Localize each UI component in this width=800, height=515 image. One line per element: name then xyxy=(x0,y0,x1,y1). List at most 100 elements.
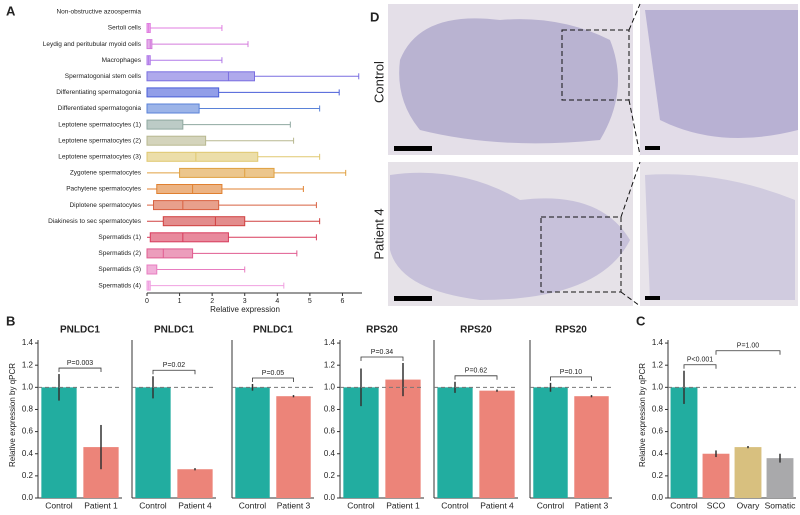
significance-bracket xyxy=(550,376,592,381)
x-tick-label: Control xyxy=(45,500,73,510)
box xyxy=(149,232,229,243)
zoom-box xyxy=(561,29,630,101)
category-label: Leptotene spermatocytes (3) xyxy=(58,154,141,161)
y-tick-label: 0.0 xyxy=(652,493,664,502)
bar xyxy=(533,387,568,498)
bar xyxy=(276,396,311,498)
x-tick-label: 3 xyxy=(243,298,247,305)
bar xyxy=(177,469,213,498)
bar xyxy=(41,387,77,498)
category-label: Leptotene spermatocytes (1) xyxy=(58,121,141,128)
x-tick-label: Patient 3 xyxy=(575,500,609,510)
y-tick-label: 0.0 xyxy=(324,493,336,502)
x-tick-label: Control xyxy=(537,500,565,510)
significance-bracket xyxy=(152,369,196,375)
row-label: Patient 4 xyxy=(371,208,386,259)
y-tick-label: 1.4 xyxy=(22,338,34,347)
y-axis-label: Relative expression by qPCR xyxy=(638,363,647,467)
bar xyxy=(574,396,609,498)
bar xyxy=(479,390,515,498)
box xyxy=(146,119,184,130)
category-label: Pachytene spermatocytes xyxy=(66,186,142,193)
p-value: P=0.34 xyxy=(371,349,393,356)
box xyxy=(146,248,194,259)
panel-label: C xyxy=(636,313,646,328)
p-value: P=0.62 xyxy=(465,368,487,375)
p-value: P=0.10 xyxy=(560,369,582,376)
panel-label: A xyxy=(6,3,16,18)
p-value: P=0.02 xyxy=(163,362,185,369)
significance-bracket xyxy=(252,377,294,383)
panel-label: D xyxy=(370,9,379,24)
category-label: Leptotene spermatocytes (2) xyxy=(58,137,141,144)
box xyxy=(146,87,220,98)
category-label: Spermatids (1) xyxy=(98,234,141,241)
y-tick-label: 1.0 xyxy=(22,382,34,391)
bar xyxy=(766,458,794,498)
chart-title: RPS20 xyxy=(555,325,587,336)
scale-bar xyxy=(394,146,432,151)
bar xyxy=(702,453,730,498)
y-tick-label: 1.2 xyxy=(652,360,664,369)
significance-bracket xyxy=(683,364,717,369)
y-tick-label: 1.2 xyxy=(324,360,336,369)
x-tick-label: Control xyxy=(239,500,267,510)
x-axis-label: Relative expression xyxy=(210,305,280,314)
y-tick-label: 1.0 xyxy=(324,382,336,391)
box xyxy=(146,264,158,275)
category-label: Macrophages xyxy=(102,57,142,64)
tissue xyxy=(645,10,798,138)
y-tick-label: 0.6 xyxy=(652,427,664,436)
scale-bar xyxy=(645,146,660,150)
x-tick-label: 2 xyxy=(210,298,214,305)
x-tick-label: 4 xyxy=(275,298,279,305)
zoom-line xyxy=(620,291,641,307)
bar xyxy=(437,387,473,498)
group-label: Non-obstructive azoospermia xyxy=(56,9,141,16)
y-tick-label: 0.8 xyxy=(652,405,664,414)
chart-title: PNLDC1 xyxy=(253,325,293,336)
zoom-line xyxy=(620,161,641,218)
category-label: Leydig and peritubular myoid cells xyxy=(43,41,142,48)
significance-bracket xyxy=(58,367,102,373)
p-value: P=0.003 xyxy=(67,360,93,367)
box xyxy=(146,71,255,82)
box xyxy=(156,184,223,194)
bar xyxy=(670,387,698,498)
category-label: Differentiating spermatogonia xyxy=(56,89,141,96)
panel-label: B xyxy=(6,313,15,328)
y-tick-label: 1.2 xyxy=(22,360,34,369)
y-tick-label: 0.6 xyxy=(324,427,336,436)
box xyxy=(146,135,207,146)
zoom-box xyxy=(540,216,622,293)
x-tick-label: Patient 4 xyxy=(178,500,212,510)
x-tick-label: Control xyxy=(441,500,469,510)
x-tick-label: Ovary xyxy=(737,500,760,510)
x-tick-label: 6 xyxy=(341,298,345,305)
bar xyxy=(135,387,171,498)
y-tick-label: 0.0 xyxy=(22,493,34,502)
bar xyxy=(385,379,421,498)
category-label: Differentiated spermatogonia xyxy=(58,105,142,112)
x-tick-label: Patient 1 xyxy=(386,500,420,510)
chart-title: RPS20 xyxy=(460,325,492,336)
y-tick-label: 0.4 xyxy=(22,449,34,458)
x-tick-label: SCO xyxy=(707,500,726,510)
y-tick-label: 0.4 xyxy=(324,449,336,458)
category-label: Diplotene spermatocytes xyxy=(69,202,141,209)
x-tick-label: Control xyxy=(670,500,698,510)
y-tick-label: 1.4 xyxy=(652,338,664,347)
x-tick-label: Patient 4 xyxy=(480,500,514,510)
y-tick-label: 0.4 xyxy=(652,449,664,458)
y-tick-label: 1.0 xyxy=(652,382,664,391)
chart-title: PNLDC1 xyxy=(60,325,100,336)
y-tick-label: 0.2 xyxy=(324,471,336,480)
box xyxy=(162,216,246,227)
chart-title: PNLDC1 xyxy=(154,325,194,336)
y-tick-label: 0.2 xyxy=(22,471,34,480)
category-label: Spermatids (2) xyxy=(98,250,141,257)
tissue xyxy=(399,18,618,144)
category-label: Spermatids (4) xyxy=(98,282,141,289)
y-tick-label: 0.2 xyxy=(652,471,664,480)
